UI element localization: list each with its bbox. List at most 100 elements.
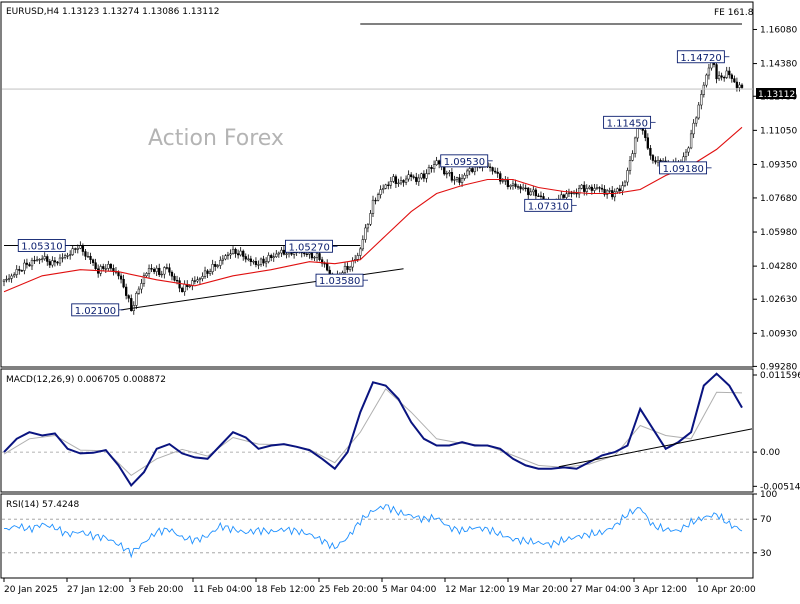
- candle-body: [74, 248, 77, 250]
- candle-body: [585, 188, 588, 192]
- candle-body: [656, 159, 660, 163]
- fe-label: FE 161.8: [714, 8, 754, 18]
- price-tick-label: 1.04280: [760, 262, 797, 272]
- candle-body: [697, 104, 700, 119]
- price-pane: 1.05310 1.05270 1.02100 1.03580 1.09530 1.073…: [2, 23, 753, 317]
- candle-body: [623, 181, 627, 186]
- candle-body: [608, 190, 611, 192]
- symbol-label: EURUSD,H4: [6, 7, 59, 17]
- moving-average-line: [3, 126, 743, 293]
- time-tick-label: 11 Feb 04:00: [193, 585, 252, 595]
- candle-body: [537, 195, 540, 197]
- price-badge-label: 1.13112: [758, 90, 795, 100]
- time-tick-label: 19 Mar 20:00: [508, 585, 568, 595]
- candle-body: [236, 253, 240, 256]
- candle-body: [654, 160, 657, 163]
- candle-body: [38, 258, 41, 261]
- candle-body: [565, 193, 568, 198]
- level-label: 1.14720: [680, 53, 721, 64]
- candle-body: [28, 264, 31, 267]
- price-level-annotation: 1.09180: [659, 161, 712, 175]
- candle-body: [560, 194, 563, 200]
- candle-body: [259, 258, 263, 265]
- level-label: 1.11450: [607, 118, 648, 129]
- candle-body: [282, 249, 286, 255]
- candle-body: [646, 137, 649, 149]
- candle-body: [504, 180, 507, 182]
- candle-body: [320, 259, 324, 264]
- candle-body: [180, 287, 184, 292]
- candle-body: [626, 170, 629, 183]
- level-label: 1.02100: [75, 306, 116, 317]
- macd-pane-frame: [0, 368, 754, 493]
- candle-body: [23, 262, 26, 271]
- price-tick-label: 1.09350: [760, 160, 797, 170]
- candle-body: [326, 263, 329, 271]
- candle-body: [455, 177, 459, 180]
- candle-body: [239, 250, 242, 256]
- rsi-line: [3, 504, 743, 559]
- candle-body: [618, 188, 621, 192]
- candle-body: [356, 255, 359, 260]
- candle-body: [7, 278, 11, 280]
- candle-body: [509, 185, 512, 187]
- macd-tick-label: 0.00: [760, 448, 780, 458]
- candle-body: [725, 70, 728, 78]
- candle-body: [277, 252, 280, 255]
- candle-body: [427, 167, 431, 174]
- candle-body: [702, 84, 705, 95]
- candle-body: [107, 264, 110, 269]
- candle-body: [175, 279, 179, 282]
- candle-body: [89, 255, 92, 260]
- candle-body: [468, 168, 471, 172]
- candle-body: [410, 174, 413, 177]
- candle-body: [588, 186, 591, 189]
- candle-body: [649, 147, 652, 156]
- candle-body: [448, 172, 451, 174]
- candle-body: [208, 271, 212, 274]
- candle-body: [435, 160, 438, 165]
- candle-body: [91, 259, 95, 263]
- candle-body: [453, 179, 456, 181]
- candle-body: [43, 256, 46, 260]
- candle-body: [163, 267, 166, 275]
- macd-main-line: [3, 372, 743, 488]
- candle-body: [249, 258, 252, 262]
- price-tick-label: 1.02630: [760, 295, 797, 305]
- candle-body: [514, 183, 517, 187]
- candle-body: [494, 170, 497, 173]
- candle-body: [234, 248, 237, 254]
- candle-body: [48, 261, 51, 266]
- candle-body: [231, 248, 235, 254]
- candle-body: [562, 194, 566, 198]
- rsi-tick-label: 100: [760, 490, 777, 500]
- candle-body: [532, 189, 535, 193]
- candle-body: [430, 167, 433, 170]
- candle-body: [99, 266, 102, 274]
- candle-body: [35, 259, 39, 261]
- price-tick-label: 1.11050: [760, 126, 797, 136]
- time-tick-label: 5 Mar 04:00: [382, 585, 437, 595]
- candle-body: [313, 256, 316, 259]
- rsi-pane: [2, 504, 753, 559]
- candle-body: [420, 173, 423, 179]
- candle-body: [94, 262, 97, 269]
- candle-body: [583, 184, 586, 192]
- candle-body: [529, 191, 532, 196]
- ohlc-label: 1.13123 1.13274 1.13086 1.13112: [62, 7, 219, 17]
- candle-body: [636, 128, 639, 139]
- candle-body: [178, 280, 181, 289]
- candle-body: [343, 265, 347, 273]
- price-level-annotation: 1.02100: [71, 303, 124, 317]
- candle-body: [198, 278, 202, 280]
- level-label: 1.05310: [21, 241, 62, 252]
- candle-body: [270, 255, 273, 258]
- macd-tick-label: -0.005146: [760, 482, 800, 492]
- macd-header-label: MACD(12,26,9) 0.006705 0.008872: [6, 375, 166, 385]
- candle-body: [616, 188, 619, 193]
- candle-body: [534, 189, 538, 197]
- candle-body: [499, 173, 502, 182]
- candle-body: [705, 74, 708, 86]
- candle-body: [257, 264, 260, 266]
- candle-body: [516, 186, 520, 188]
